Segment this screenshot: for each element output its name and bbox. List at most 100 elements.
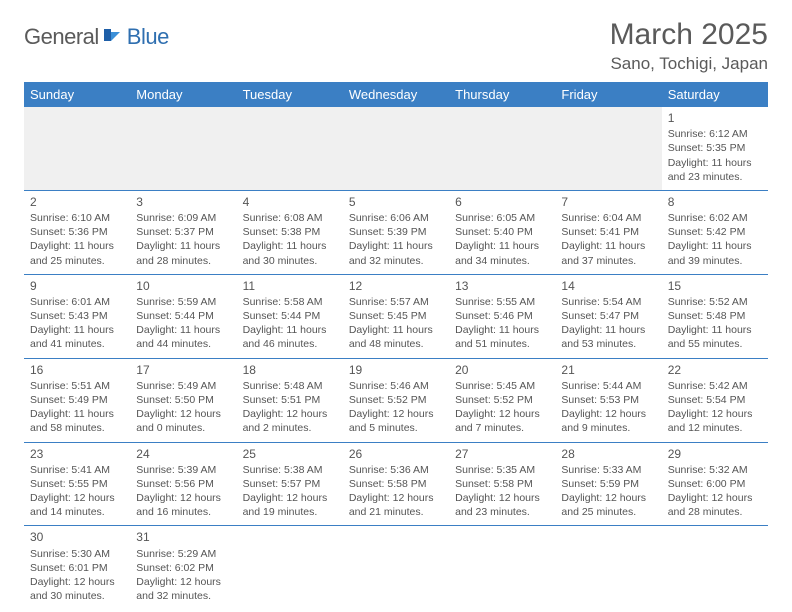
calendar-cell: 27Sunrise: 5:35 AMSunset: 5:58 PMDayligh…	[449, 442, 555, 526]
day-number: 15	[668, 278, 762, 294]
day-number: 17	[136, 362, 230, 378]
calendar-cell: 29Sunrise: 5:32 AMSunset: 6:00 PMDayligh…	[662, 442, 768, 526]
calendar-cell: 10Sunrise: 5:59 AMSunset: 5:44 PMDayligh…	[130, 274, 236, 358]
daylight-text: Daylight: 11 hours and 48 minutes.	[349, 323, 443, 351]
calendar-table: SundayMondayTuesdayWednesdayThursdayFrid…	[24, 82, 768, 609]
calendar-cell: 6Sunrise: 6:05 AMSunset: 5:40 PMDaylight…	[449, 190, 555, 274]
calendar-cell	[449, 526, 555, 609]
daylight-text: Daylight: 11 hours and 32 minutes.	[349, 239, 443, 267]
day-header: Tuesday	[237, 82, 343, 107]
day-number: 3	[136, 194, 230, 210]
sunrise-text: Sunrise: 5:46 AM	[349, 379, 443, 393]
calendar-cell: 17Sunrise: 5:49 AMSunset: 5:50 PMDayligh…	[130, 358, 236, 442]
daylight-text: Daylight: 11 hours and 51 minutes.	[455, 323, 549, 351]
calendar-cell: 22Sunrise: 5:42 AMSunset: 5:54 PMDayligh…	[662, 358, 768, 442]
sunset-text: Sunset: 5:40 PM	[455, 225, 549, 239]
sunset-text: Sunset: 5:36 PM	[30, 225, 124, 239]
sunrise-text: Sunrise: 5:45 AM	[455, 379, 549, 393]
day-header-row: SundayMondayTuesdayWednesdayThursdayFrid…	[24, 82, 768, 107]
calendar-cell: 16Sunrise: 5:51 AMSunset: 5:49 PMDayligh…	[24, 358, 130, 442]
sunset-text: Sunset: 5:44 PM	[136, 309, 230, 323]
sunset-text: Sunset: 5:57 PM	[243, 477, 337, 491]
calendar-cell: 26Sunrise: 5:36 AMSunset: 5:58 PMDayligh…	[343, 442, 449, 526]
calendar-week: 16Sunrise: 5:51 AMSunset: 5:49 PMDayligh…	[24, 358, 768, 442]
calendar-week: 1Sunrise: 6:12 AMSunset: 5:35 PMDaylight…	[24, 107, 768, 190]
calendar-cell: 15Sunrise: 5:52 AMSunset: 5:48 PMDayligh…	[662, 274, 768, 358]
calendar-cell	[237, 526, 343, 609]
sunset-text: Sunset: 5:47 PM	[561, 309, 655, 323]
sunrise-text: Sunrise: 5:57 AM	[349, 295, 443, 309]
header: General Blue March 2025 Sano, Tochigi, J…	[24, 18, 768, 74]
sunset-text: Sunset: 5:37 PM	[136, 225, 230, 239]
daylight-text: Daylight: 12 hours and 2 minutes.	[243, 407, 337, 435]
calendar-cell	[555, 107, 661, 190]
sunrise-text: Sunrise: 6:01 AM	[30, 295, 124, 309]
sunrise-text: Sunrise: 5:52 AM	[668, 295, 762, 309]
daylight-text: Daylight: 12 hours and 32 minutes.	[136, 575, 230, 603]
sunset-text: Sunset: 5:55 PM	[30, 477, 124, 491]
day-number: 13	[455, 278, 549, 294]
sunrise-text: Sunrise: 5:59 AM	[136, 295, 230, 309]
day-number: 16	[30, 362, 124, 378]
sunset-text: Sunset: 5:52 PM	[455, 393, 549, 407]
daylight-text: Daylight: 11 hours and 30 minutes.	[243, 239, 337, 267]
day-header: Sunday	[24, 82, 130, 107]
sunrise-text: Sunrise: 6:08 AM	[243, 211, 337, 225]
calendar-cell: 3Sunrise: 6:09 AMSunset: 5:37 PMDaylight…	[130, 190, 236, 274]
sunset-text: Sunset: 6:02 PM	[136, 561, 230, 575]
day-number: 8	[668, 194, 762, 210]
sunset-text: Sunset: 5:59 PM	[561, 477, 655, 491]
sunset-text: Sunset: 5:46 PM	[455, 309, 549, 323]
day-header: Thursday	[449, 82, 555, 107]
sunrise-text: Sunrise: 5:30 AM	[30, 547, 124, 561]
day-number: 21	[561, 362, 655, 378]
sunrise-text: Sunrise: 5:38 AM	[243, 463, 337, 477]
sunset-text: Sunset: 5:39 PM	[349, 225, 443, 239]
sunrise-text: Sunrise: 5:39 AM	[136, 463, 230, 477]
day-number: 30	[30, 529, 124, 545]
daylight-text: Daylight: 11 hours and 28 minutes.	[136, 239, 230, 267]
daylight-text: Daylight: 12 hours and 9 minutes.	[561, 407, 655, 435]
daylight-text: Daylight: 11 hours and 53 minutes.	[561, 323, 655, 351]
daylight-text: Daylight: 12 hours and 12 minutes.	[668, 407, 762, 435]
calendar-cell: 9Sunrise: 6:01 AMSunset: 5:43 PMDaylight…	[24, 274, 130, 358]
daylight-text: Daylight: 12 hours and 21 minutes.	[349, 491, 443, 519]
sunset-text: Sunset: 5:50 PM	[136, 393, 230, 407]
daylight-text: Daylight: 12 hours and 30 minutes.	[30, 575, 124, 603]
daylight-text: Daylight: 11 hours and 25 minutes.	[30, 239, 124, 267]
daylight-text: Daylight: 12 hours and 16 minutes.	[136, 491, 230, 519]
day-number: 9	[30, 278, 124, 294]
calendar-cell: 1Sunrise: 6:12 AMSunset: 5:35 PMDaylight…	[662, 107, 768, 190]
sunset-text: Sunset: 5:42 PM	[668, 225, 762, 239]
day-number: 20	[455, 362, 549, 378]
calendar-week: 30Sunrise: 5:30 AMSunset: 6:01 PMDayligh…	[24, 526, 768, 609]
sunset-text: Sunset: 5:35 PM	[668, 141, 762, 155]
daylight-text: Daylight: 12 hours and 19 minutes.	[243, 491, 337, 519]
title-block: March 2025 Sano, Tochigi, Japan	[610, 18, 768, 74]
sunset-text: Sunset: 5:49 PM	[30, 393, 124, 407]
sunset-text: Sunset: 5:58 PM	[455, 477, 549, 491]
calendar-week: 23Sunrise: 5:41 AMSunset: 5:55 PMDayligh…	[24, 442, 768, 526]
calendar-cell	[343, 526, 449, 609]
sunset-text: Sunset: 5:45 PM	[349, 309, 443, 323]
day-number: 5	[349, 194, 443, 210]
sunset-text: Sunset: 5:56 PM	[136, 477, 230, 491]
logo-text-general: General	[24, 24, 99, 50]
day-number: 26	[349, 446, 443, 462]
calendar-week: 2Sunrise: 6:10 AMSunset: 5:36 PMDaylight…	[24, 190, 768, 274]
calendar-cell: 28Sunrise: 5:33 AMSunset: 5:59 PMDayligh…	[555, 442, 661, 526]
day-number: 14	[561, 278, 655, 294]
day-header: Friday	[555, 82, 661, 107]
calendar-cell: 8Sunrise: 6:02 AMSunset: 5:42 PMDaylight…	[662, 190, 768, 274]
daylight-text: Daylight: 11 hours and 39 minutes.	[668, 239, 762, 267]
sunset-text: Sunset: 5:58 PM	[349, 477, 443, 491]
calendar-cell	[555, 526, 661, 609]
sunset-text: Sunset: 5:52 PM	[349, 393, 443, 407]
sunrise-text: Sunrise: 5:35 AM	[455, 463, 549, 477]
day-number: 6	[455, 194, 549, 210]
calendar-cell	[24, 107, 130, 190]
day-number: 23	[30, 446, 124, 462]
sunrise-text: Sunrise: 5:36 AM	[349, 463, 443, 477]
calendar-cell: 14Sunrise: 5:54 AMSunset: 5:47 PMDayligh…	[555, 274, 661, 358]
daylight-text: Daylight: 12 hours and 0 minutes.	[136, 407, 230, 435]
